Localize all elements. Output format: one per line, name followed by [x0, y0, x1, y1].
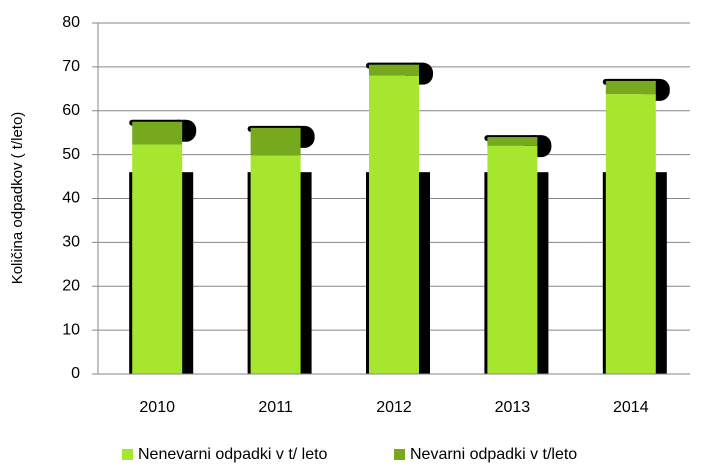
y-tick-label: 80 — [62, 14, 80, 31]
y-tick-label: 70 — [62, 58, 80, 75]
bar-segment — [250, 127, 301, 156]
x-tick-label: 2014 — [613, 399, 649, 416]
bar-segment — [250, 155, 301, 374]
bar-segment — [369, 64, 419, 76]
y-tick-label: 60 — [62, 102, 80, 119]
bar-segment — [487, 137, 538, 146]
y-tick-label: 50 — [62, 146, 80, 163]
y-tick-label: 10 — [62, 321, 80, 338]
bar-segment — [605, 80, 656, 95]
y-tick-label: 30 — [62, 234, 80, 251]
bar-segment — [605, 94, 656, 374]
legend-swatch — [122, 449, 133, 460]
legend-swatch — [394, 449, 405, 460]
y-axis-label: Količina odpadkov ( t/leto) — [9, 112, 26, 285]
x-tick-label: 2013 — [495, 399, 531, 416]
bar-segment — [132, 144, 183, 374]
x-tick-label: 2012 — [376, 399, 412, 416]
bar-segment — [132, 121, 183, 145]
bar-segment — [369, 75, 419, 375]
y-tick-label: 40 — [62, 190, 80, 207]
legend-label: Nevarni odpadki v t/leto — [410, 446, 577, 463]
bar-segment — [487, 145, 538, 374]
x-tick-label: 2011 — [258, 399, 293, 416]
y-tick-label: 0 — [71, 365, 80, 382]
legend-label: Nenevarni odpadki v t/ leto — [138, 446, 328, 463]
x-tick-label: 2010 — [139, 399, 175, 416]
y-tick-label: 20 — [62, 277, 80, 294]
